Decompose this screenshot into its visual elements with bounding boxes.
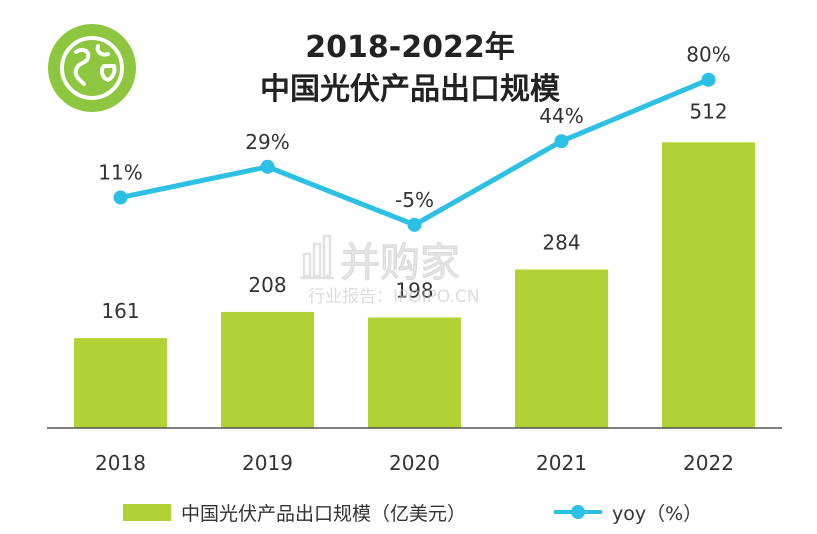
legend-label-export: 中国光伏产品出口规模（亿美元）	[181, 502, 467, 525]
bar-value-label: 198	[395, 279, 433, 303]
globe-icon	[48, 24, 136, 112]
legend-label-yoy: yoy（%）	[612, 502, 703, 525]
yoy-value-label: 80%	[686, 43, 730, 67]
x-tick-label: 2022	[683, 451, 734, 475]
bar	[74, 338, 167, 428]
yoy-value-label: 44%	[539, 104, 583, 128]
yoy-point	[260, 159, 275, 174]
legend-item-export: 中国光伏产品出口规模（亿美元）	[123, 498, 466, 526]
legend-swatch-line	[554, 505, 602, 519]
watermark-brand: 并购家	[340, 240, 460, 286]
bar	[662, 142, 755, 428]
x-tick-label: 2021	[536, 451, 587, 475]
chart-title: 2018-2022年	[305, 30, 515, 65]
bar-value-label: 284	[542, 231, 580, 255]
yoy-point	[407, 217, 422, 232]
x-tick-label: 2019	[242, 451, 293, 475]
x-tick-label: 2020	[389, 451, 440, 475]
chart-subtitle: 中国光伏产品出口规模	[260, 72, 560, 107]
yoy-point	[701, 72, 716, 87]
yoy-point	[113, 190, 128, 205]
yoy-point	[554, 134, 569, 149]
yoy-value-label: 11%	[98, 161, 142, 185]
watermark-tagline: 行业报告：IPOIPO.CN	[308, 287, 480, 307]
watermark: 并购家 行业报告：IPOIPO.CN	[300, 232, 515, 312]
legend-item-yoy: yoy（%）	[552, 498, 702, 526]
yoy-value-label: 29%	[245, 130, 289, 154]
bar-value-label: 161	[101, 299, 139, 323]
legend-swatch-bar	[123, 503, 171, 521]
bar-value-label: 512	[689, 99, 727, 123]
bar-value-label: 208	[248, 273, 286, 297]
bar	[368, 317, 461, 428]
x-tick-label: 2018	[95, 451, 146, 475]
bar	[515, 269, 608, 428]
yoy-value-label: -5%	[395, 188, 434, 212]
bar	[221, 311, 314, 428]
